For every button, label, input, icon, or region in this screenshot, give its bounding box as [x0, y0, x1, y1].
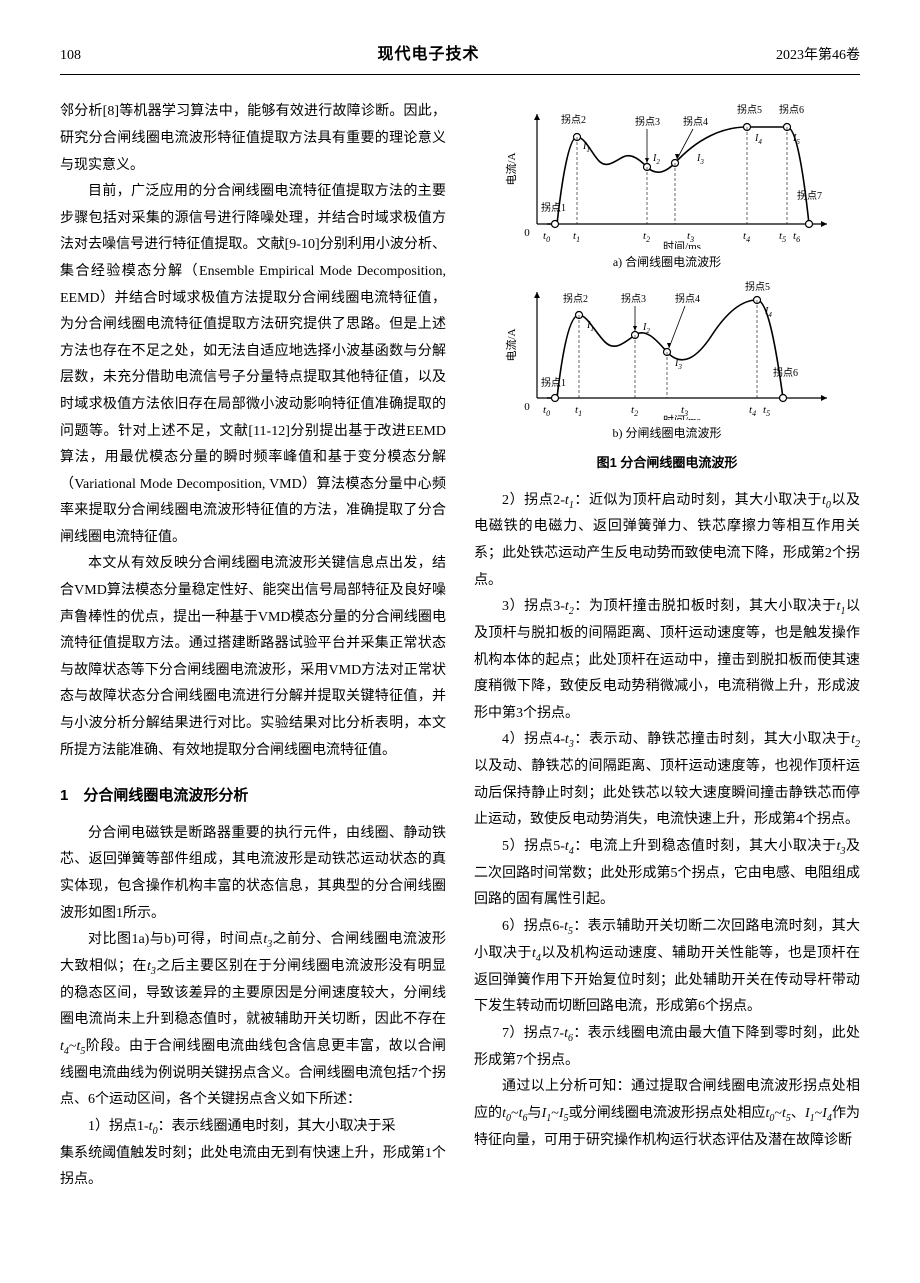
para-r7: 7）拐点7-t6：表示线圈电流由最大值下降到零时刻，此处形成第7个拐点。 — [474, 1021, 860, 1074]
para-l2: 目前，广泛应用的分合闸线圈电流特征值提取方法的主要步骤包括对采集的源信号进行降噪… — [60, 179, 446, 551]
svg-text:拐点6: 拐点6 — [779, 103, 804, 116]
figure-1b-svg: 0电流/At0拐点1t1拐点2I1t2拐点3I2t3拐点4I3t4t5拐点5I4… — [497, 280, 837, 420]
svg-text:0: 0 — [524, 227, 530, 239]
issue-label: 2023年第46卷 — [776, 43, 860, 70]
figure-1: 0电流/At0拐点1t1拐点2I1t2拐点3I2t3拐点4I3t4拐点5I4t5… — [474, 99, 860, 475]
svg-text:拐点4: 拐点4 — [675, 292, 700, 305]
para-l3: 本文从有效反映分合闸线圈电流波形关键信息点出发，结合VMD算法模态分量稳定性好、… — [60, 551, 446, 764]
svg-text:t2: t2 — [643, 230, 650, 244]
svg-text:拐点7: 拐点7 — [797, 189, 822, 202]
svg-text:拐点6: 拐点6 — [773, 366, 798, 379]
svg-text:t1: t1 — [573, 230, 580, 244]
svg-text:拐点2: 拐点2 — [563, 292, 588, 305]
para-l5: 对比图1a)与b)可得，时间点t3之前分、合闸线圈电流波形大致相似；在t3之后主… — [60, 927, 446, 1114]
svg-text:拐点1: 拐点1 — [541, 201, 566, 214]
page-header: 108 现代电子技术 2023年第46卷 — [60, 40, 860, 75]
svg-text:电流/A: 电流/A — [504, 329, 518, 362]
figure-1b-label: b) 分闸线圈电流波形 — [474, 422, 860, 445]
figure-1a-label: a) 合闸线圈电流波形 — [474, 251, 860, 274]
page-number: 108 — [60, 43, 81, 70]
svg-text:t5: t5 — [779, 230, 786, 244]
svg-text:I1: I1 — [582, 141, 590, 154]
section-1-title: 1 分合闸线圈电流波形分析 — [60, 782, 446, 811]
svg-text:拐点5: 拐点5 — [745, 280, 770, 293]
svg-text:拐点5: 拐点5 — [737, 103, 762, 116]
svg-text:时间/ms: 时间/ms — [663, 240, 701, 249]
svg-text:拐点4: 拐点4 — [683, 115, 708, 128]
svg-text:I2: I2 — [652, 153, 660, 166]
journal-title: 现代电子技术 — [377, 40, 479, 70]
two-column-body: 邻分析[8]等机器学习算法中，能够有效进行故障诊断。因此，研究分合闸线圈电流波形… — [60, 99, 860, 1193]
svg-text:t5: t5 — [763, 404, 770, 418]
para-l6: 1）拐点1-t0：表示线圈通电时刻，其大小取决于采 — [60, 1114, 446, 1141]
para-r5: 5）拐点5-t4：电流上升到稳态值时刻，其大小取决于t3及二次回路时间常数；此处… — [474, 834, 860, 914]
svg-text:I1: I1 — [586, 320, 594, 333]
svg-text:拐点1: 拐点1 — [541, 376, 566, 389]
svg-text:I5: I5 — [792, 133, 800, 146]
figure-1a-svg: 0电流/At0拐点1t1拐点2I1t2拐点3I2t3拐点4I3t4拐点5I4t5… — [497, 99, 837, 249]
svg-text:拐点3: 拐点3 — [635, 115, 660, 128]
svg-text:t2: t2 — [631, 404, 638, 418]
svg-text:I4: I4 — [764, 306, 772, 319]
para-r3: 3）拐点3-t2：为顶杆撞击脱扣板时刻，其大小取决于t1以及顶杆与脱扣板的间隔距… — [474, 594, 860, 727]
para-l4: 分合闸电磁铁是断路器重要的执行元件，由线圈、静动铁芯、返回弹簧等部件组成，其电流… — [60, 821, 446, 927]
svg-text:I3: I3 — [696, 153, 704, 166]
svg-text:t0: t0 — [543, 404, 550, 418]
para-l1: 邻分析[8]等机器学习算法中，能够有效进行故障诊断。因此，研究分合闸线圈电流波形… — [60, 99, 446, 179]
svg-text:电流/A: 电流/A — [504, 153, 518, 186]
svg-text:I4: I4 — [754, 133, 762, 146]
figure-1-caption: 图1 分合闸线圈电流波形 — [474, 451, 860, 476]
svg-text:t4: t4 — [743, 230, 750, 244]
para-r6: 6）拐点6-t5：表示辅助开关切断二次回路电流时刻，其大小取决于t4以及机构运动… — [474, 914, 860, 1021]
svg-text:0: 0 — [524, 401, 530, 413]
svg-text:拐点3: 拐点3 — [621, 292, 646, 305]
svg-text:t1: t1 — [575, 404, 582, 418]
svg-text:t0: t0 — [543, 230, 550, 244]
svg-text:t6: t6 — [793, 230, 800, 244]
svg-text:t4: t4 — [749, 404, 756, 418]
para-r1: 集系统阈值触发时刻；此处电流由无到有快速上升，形成第1个拐点。 — [60, 1141, 446, 1194]
svg-text:时间/ms: 时间/ms — [663, 414, 701, 420]
para-r4: 4）拐点4-t3：表示动、静铁芯撞击时刻，其大小取决于t2以及动、静铁芯的间隔距… — [474, 727, 860, 834]
para-r2: 2）拐点2-t1：近似为顶杆启动时刻，其大小取决于t0以及电磁铁的电磁力、返回弹… — [474, 488, 860, 595]
para-r8: 通过以上分析可知：通过提取合闸线圈电流波形拐点处相应的t0~t6与I1~I5或分… — [474, 1074, 860, 1154]
svg-text:拐点2: 拐点2 — [561, 113, 586, 126]
